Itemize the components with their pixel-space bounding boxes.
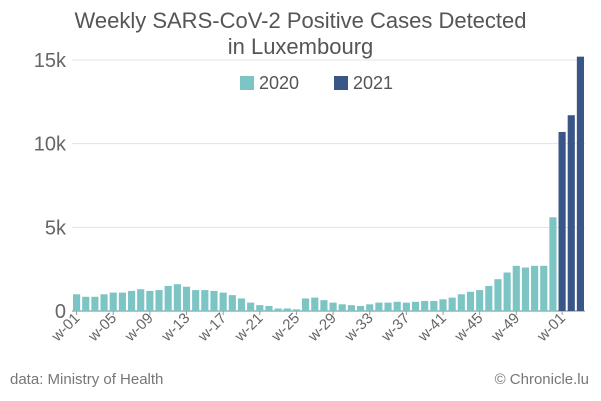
bar [292,309,301,311]
x-tick-label: w-25 [268,310,304,346]
bar [457,294,465,311]
bar [265,305,273,311]
bar [567,115,575,311]
bar [283,308,291,311]
y-tick-label: 15k [34,50,67,72]
x-tick-label: w-05 [84,310,120,346]
bar [411,301,420,311]
legend-label: 2020 [259,73,299,93]
title-line-2: in Luxembourg [227,34,374,59]
source-note: data: Ministry of Health [10,371,164,388]
bar [311,297,319,311]
bar [100,294,108,311]
bar [448,297,456,311]
x-tick-label: w-49 [487,310,523,346]
credit-note: © Chronicle.lu [494,371,589,388]
x-tick-label: w-41 [414,310,450,346]
bar [320,300,328,311]
bar [393,301,401,311]
x-tick-label: w-09 [121,310,157,346]
y-tick-label: 0 [55,301,66,323]
bar [576,56,584,311]
bar [356,305,365,311]
x-tick-label: w-01 [533,310,569,346]
x-axis: w-01 w-05 w-09 w-13 w-17 w-21 w-25 w-29 w-33 w-37… [48,310,569,346]
bar [109,292,117,311]
bar [531,265,539,311]
bar [366,304,374,311]
y-axis: 0 5k 10k 15k [34,50,67,323]
bar [192,290,200,311]
bar [549,217,557,311]
bar [146,290,154,311]
bar [73,294,81,311]
bar [485,285,493,311]
x-tick-label: w-01 [48,310,84,346]
legend: 2020 2021 [240,73,393,93]
bars [73,56,584,311]
bar [274,308,282,311]
x-tick-label: w-13 [158,310,194,346]
bar [127,290,136,311]
bar [476,290,484,311]
bar [439,299,447,311]
x-tick-label: w-29 [304,310,340,346]
bar [329,302,337,311]
bar [118,292,126,311]
x-tick-label: w-33 [341,310,377,346]
bar [201,290,209,311]
bar [164,285,172,311]
legend-swatch [240,76,254,90]
bar [155,290,163,311]
bar [338,304,346,311]
bar [247,302,255,311]
bar [237,298,246,311]
bar [91,296,99,311]
bar [503,272,511,311]
bar [384,302,392,311]
x-tick-label: w-17 [194,310,230,346]
bar [521,267,530,311]
bar [512,265,520,311]
bar [402,302,410,311]
bar [182,286,191,311]
y-tick-label: 10k [34,134,67,156]
bar [375,302,383,311]
bar [228,295,236,311]
bar [494,279,502,311]
bar [82,296,90,311]
bar [421,300,429,311]
bar [540,265,548,311]
bar [466,291,475,311]
y-tick-label: 5k [45,217,67,239]
bar [347,305,355,311]
bar [256,305,264,311]
legend-swatch [334,76,348,90]
title-line-1: Weekly SARS-CoV-2 Positive Cases Detecte… [74,8,527,33]
bar [219,292,227,311]
chart-title: Weekly SARS-CoV-2 Positive Cases Detecte… [0,8,601,60]
bar [137,289,145,311]
x-tick-label: w-45 [451,310,487,346]
bar [558,131,566,311]
x-tick-label: w-21 [231,310,267,346]
legend-label: 2021 [353,73,393,93]
bar [430,300,438,311]
x-tick-label: w-37 [377,310,413,346]
bar [173,284,181,311]
bar [302,298,310,311]
bar [210,290,218,311]
